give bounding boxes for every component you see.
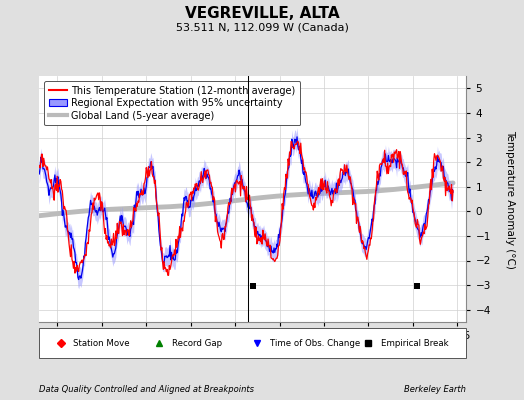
- Y-axis label: Temperature Anomaly (°C): Temperature Anomaly (°C): [505, 130, 515, 268]
- Text: Empirical Break: Empirical Break: [381, 338, 449, 348]
- Legend: This Temperature Station (12-month average), Regional Expectation with 95% uncer: This Temperature Station (12-month avera…: [44, 81, 300, 126]
- Text: Data Quality Controlled and Aligned at Breakpoints: Data Quality Controlled and Aligned at B…: [39, 385, 254, 394]
- Text: 53.511 N, 112.099 W (Canada): 53.511 N, 112.099 W (Canada): [176, 22, 348, 32]
- Text: Record Gap: Record Gap: [172, 338, 222, 348]
- Text: Berkeley Earth: Berkeley Earth: [405, 385, 466, 394]
- Text: VEGREVILLE, ALTA: VEGREVILLE, ALTA: [184, 6, 340, 21]
- Text: Time of Obs. Change: Time of Obs. Change: [270, 338, 360, 348]
- Text: Station Move: Station Move: [73, 338, 130, 348]
